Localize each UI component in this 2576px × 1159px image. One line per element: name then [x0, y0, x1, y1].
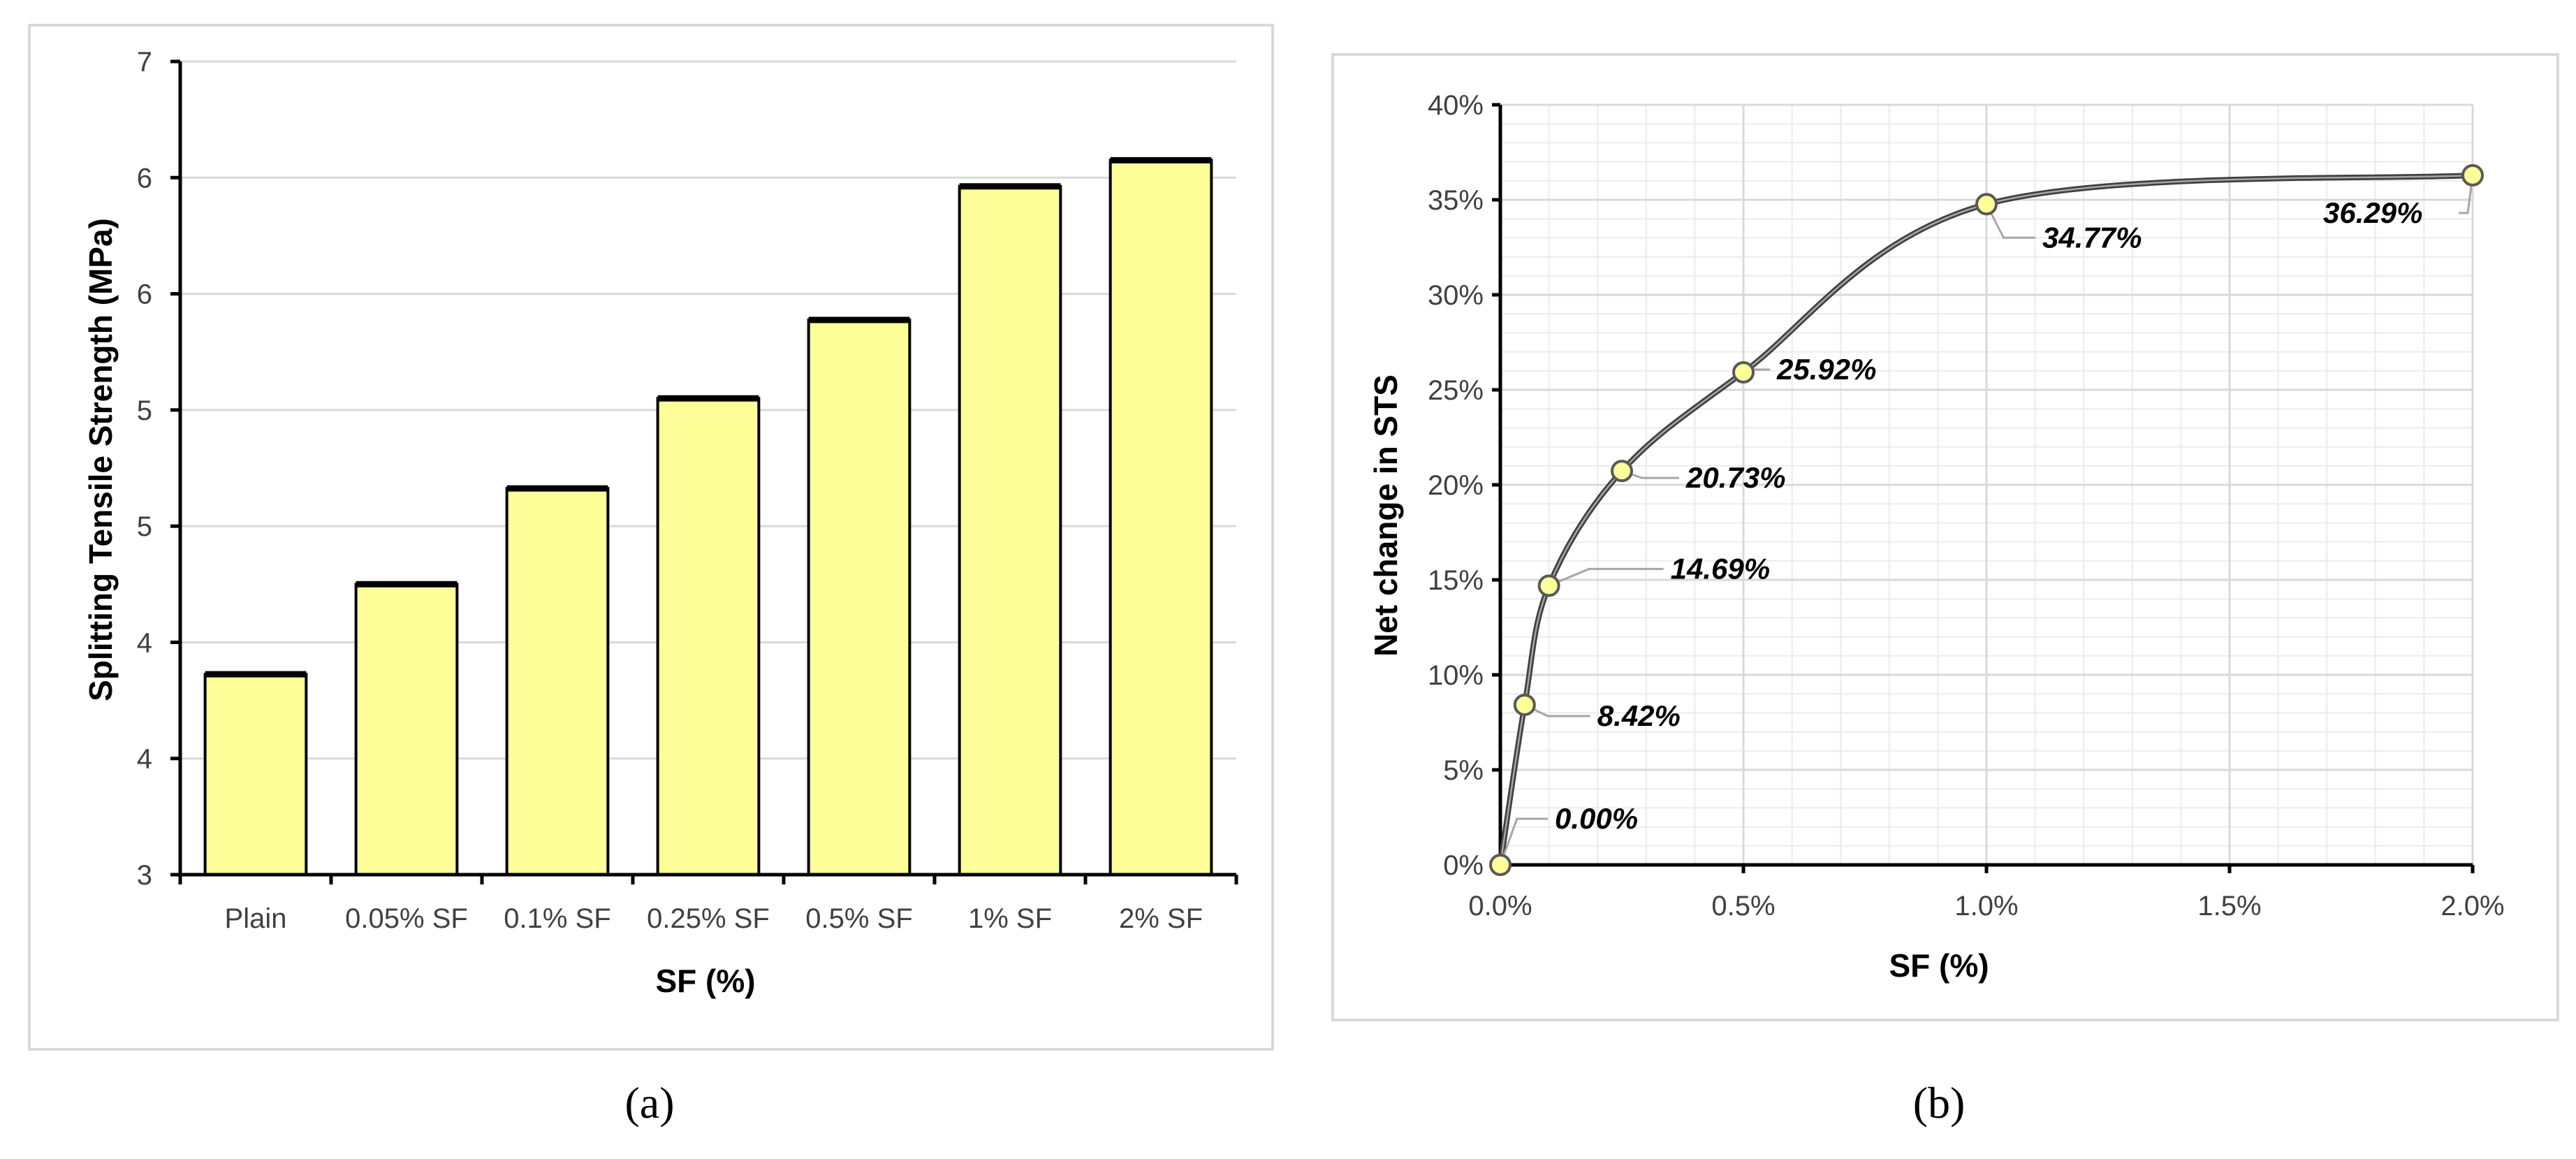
chart-b-y-tick-label: 40% [1428, 90, 1484, 121]
chart-a-x-tick-label: 1% SF [968, 903, 1052, 934]
chart-a-y-tick-label: 6 [137, 279, 152, 310]
chart-a-axes [170, 59, 1238, 884]
chart-b-leader-line [1549, 567, 1664, 587]
chart-a-x-tick-label: 2% SF [1119, 903, 1203, 934]
chart-b-data-label: 14.69% [1671, 552, 1770, 585]
chart-b-x-tick-label: 1.5% [2197, 891, 2261, 921]
chart-b-data-labels: 0.00% 8.42% 14.69% 20.73% 25.92% 34.77% 36.29% [1555, 196, 2422, 835]
chart-b-data-point [1975, 193, 1998, 216]
chart-a-x-axis-title: SF (%) [655, 963, 755, 999]
chart-a-bars [203, 156, 1213, 877]
chart-a-y-axis-title: Splitting Tensile Strength (MPa) [82, 218, 119, 701]
chart-b-data-point [1732, 360, 1755, 384]
chart-a-bar [656, 397, 761, 876]
chart-a-frame [28, 24, 1274, 1051]
chart-b-x-tick-label: 2.0% [2440, 891, 2504, 921]
chart-b-gridlines [1499, 103, 2474, 866]
chart-b-data-point [1489, 854, 1512, 876]
chart-a-x-tick-label: 0.05% SF [345, 903, 468, 934]
chart-b-y-tick-label: 35% [1428, 185, 1484, 216]
chart-b-series-curve-highlight [1499, 174, 2473, 866]
chart-b-points [1489, 163, 2484, 876]
chart-b-data-label: 25.92% [1776, 353, 1876, 386]
chart-b-data-label: 0.00% [1555, 802, 1638, 835]
chart-b-data-point [2461, 163, 2484, 187]
chart-b-leader-line [2459, 175, 2474, 214]
chart-a-y-tick-labels: 3 4 4 5 5 6 6 7 [137, 47, 152, 891]
chart-a-x-tick-label: 0.25% SF [647, 903, 770, 934]
chart-b-x-tick-labels: 0.0% 0.5% 1.0% 1.5% 2.0% [1468, 891, 2504, 921]
chart-b-data-label: 20.73% [1685, 461, 1785, 494]
chart-a-bar [958, 184, 1062, 876]
chart-b-leader-line [1985, 203, 2035, 239]
chart-b-y-tick-label: 30% [1428, 280, 1484, 311]
chart-b-x-tick-label: 1.0% [1954, 891, 2018, 921]
chart-a-y-tick-label: 5 [137, 511, 152, 542]
chart-a-y-tick-label: 7 [137, 47, 152, 78]
panel-label-a: (a) [624, 1078, 674, 1128]
chart-b-y-tick-label: 25% [1428, 375, 1484, 406]
chart-b-data-label: 8.42% [1597, 699, 1681, 732]
chart-b-data-point [1513, 693, 1536, 716]
chart-a-y-tick-label: 4 [137, 744, 152, 775]
chart-b-x-axis-title: SF (%) [1889, 947, 1989, 984]
chart-b-x-tick-label: 0.5% [1711, 891, 1775, 921]
chart-a-y-tick-label: 3 [137, 860, 152, 891]
chart-a-splitting-tensile-strength: 3 4 4 5 5 6 6 7 Plain 0.05% SF 0.1% SF 0.25% SF 0.5… [28, 24, 1274, 1051]
panel-label-b: (b) [1913, 1078, 1966, 1128]
chart-a-y-tick-label: 5 [137, 395, 152, 426]
chart-b-series-line [1498, 172, 2473, 866]
chart-b-leader-line [1499, 817, 1548, 866]
chart-b-y-tick-label: 10% [1428, 660, 1484, 691]
chart-b-y-axis-title: Net change in STS [1368, 374, 1404, 657]
chart-b-data-point [1537, 574, 1560, 597]
chart-b-data-label: 36.29% [2323, 196, 2422, 229]
chart-b-y-tick-label: 0% [1443, 850, 1484, 881]
chart-a-y-tick-label: 6 [137, 163, 152, 194]
chart-a-bar [505, 487, 610, 876]
chart-b-data-label: 34.77% [2042, 221, 2142, 254]
chart-a-y-tick-label: 4 [137, 627, 152, 658]
chart-b-data-point [1611, 460, 1633, 483]
chart-a-bar [203, 673, 308, 877]
chart-a-bar [807, 318, 912, 876]
chart-b-y-tick-labels: 0% 5% 10% 15% 20% 25% 30% 35% 40% [1428, 90, 1484, 881]
chart-a-x-tick-label: 0.5% SF [805, 903, 912, 934]
chart-a-x-tick-label: Plain [225, 903, 287, 934]
chart-a-x-tick-labels: Plain 0.05% SF 0.1% SF 0.25% SF 0.5% SF 1% SF… [225, 903, 1203, 934]
chart-a-bar [354, 583, 459, 876]
chart-b-y-tick-label: 15% [1428, 565, 1484, 596]
chart-b-y-tick-label: 20% [1428, 470, 1484, 501]
chart-b-net-change-in-sts: 0.00% 8.42% 14.69% 20.73% 25.92% 34.77% 36.29%… [1331, 53, 2559, 1021]
chart-a-x-tick-label: 0.1% SF [504, 903, 610, 934]
chart-b-y-tick-label: 5% [1443, 755, 1484, 786]
chart-a-bar [1108, 159, 1213, 877]
chart-b-x-tick-label: 0.0% [1468, 891, 1532, 921]
